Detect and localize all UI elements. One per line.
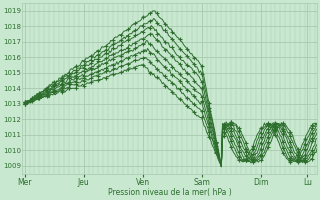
X-axis label: Pression niveau de la mer( hPa ): Pression niveau de la mer( hPa ) [108, 188, 232, 197]
